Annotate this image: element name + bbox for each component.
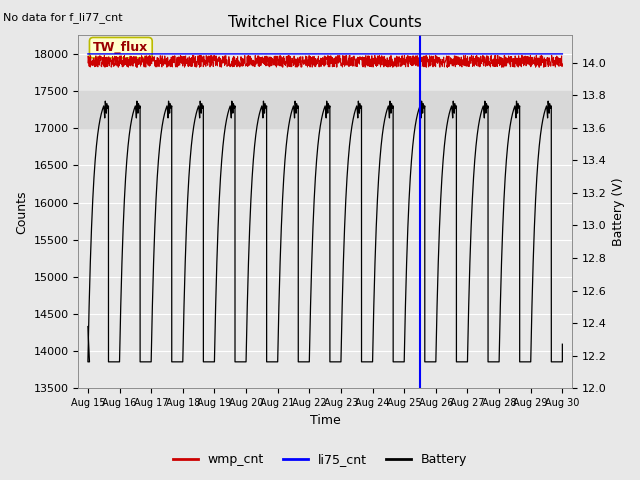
Title: Twitchel Rice Flux Counts: Twitchel Rice Flux Counts bbox=[228, 15, 422, 30]
Bar bbox=[79, 91, 572, 128]
Y-axis label: Counts: Counts bbox=[15, 190, 28, 234]
Text: No data for f_li77_cnt: No data for f_li77_cnt bbox=[3, 12, 123, 23]
Y-axis label: Battery (V): Battery (V) bbox=[612, 178, 625, 246]
Legend: wmp_cnt, li75_cnt, Battery: wmp_cnt, li75_cnt, Battery bbox=[168, 448, 472, 471]
X-axis label: Time: Time bbox=[310, 414, 340, 427]
Text: TW_flux: TW_flux bbox=[93, 41, 148, 54]
